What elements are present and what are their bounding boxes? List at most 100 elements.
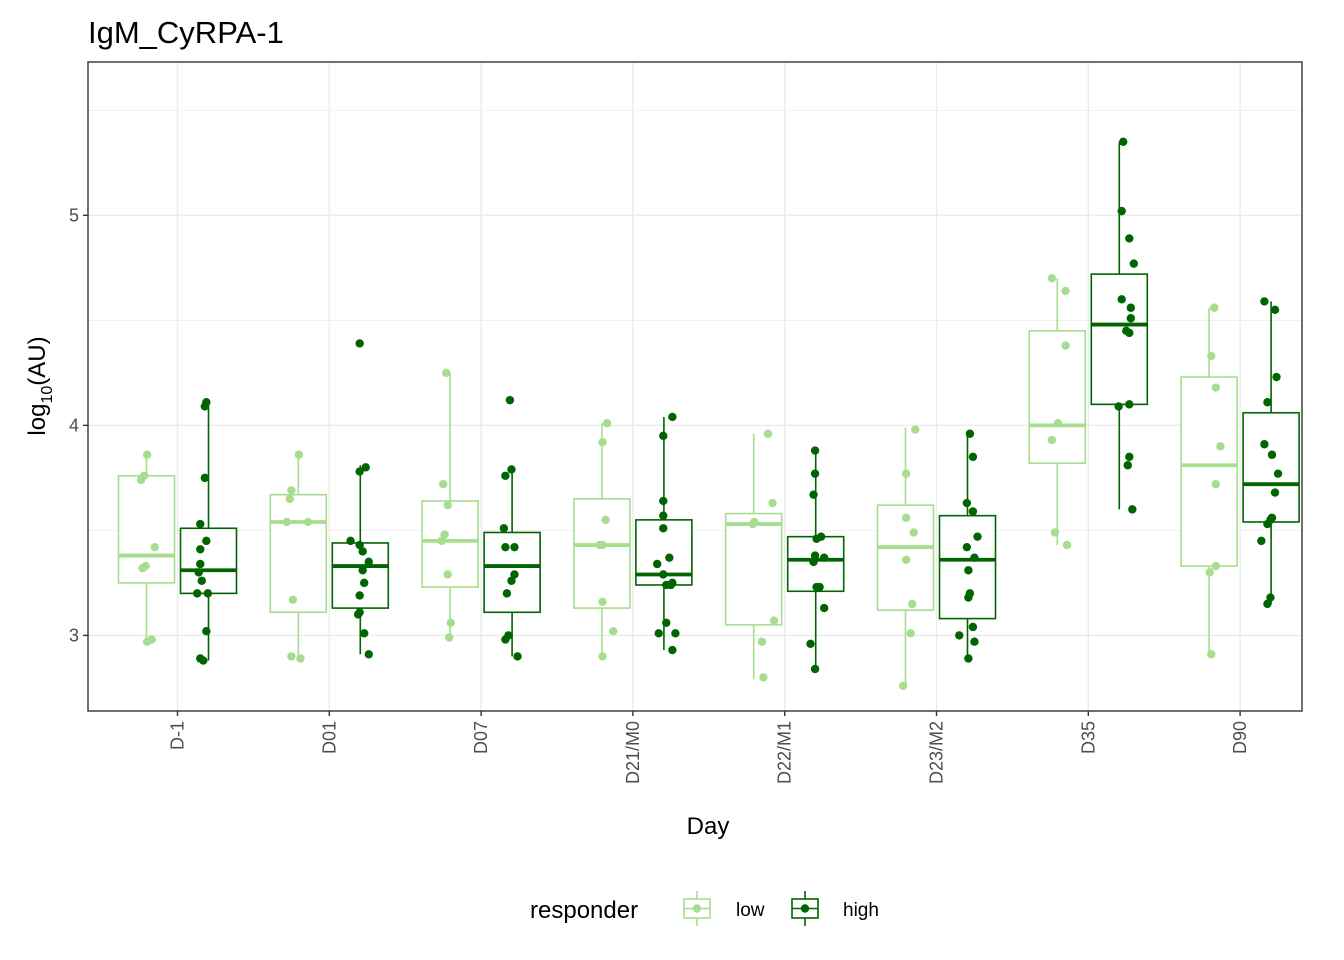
point-low (908, 599, 917, 609)
point-high (812, 534, 821, 543)
point-low (901, 513, 911, 522)
point-low (142, 450, 152, 459)
point-high (202, 626, 211, 636)
point-high (505, 395, 515, 405)
point-high (1114, 402, 1123, 411)
point-high (819, 603, 829, 613)
point-low (437, 536, 446, 546)
box-iqr (724, 512, 783, 626)
point-low (296, 654, 305, 663)
legend-key-low (683, 891, 711, 926)
box-low (269, 454, 328, 659)
x-tick-label: D21/M0 (623, 721, 643, 784)
legend-key-high-point (800, 904, 810, 913)
point-low (898, 681, 908, 690)
point-high (1128, 505, 1137, 514)
point-high (502, 589, 512, 598)
y-tick-label: 5 (69, 205, 79, 225)
point-low (438, 479, 448, 489)
point-low (287, 486, 296, 495)
point-low (1210, 303, 1219, 312)
y-tick-label: 4 (69, 415, 79, 435)
point-low (138, 563, 147, 573)
box-low (724, 433, 783, 680)
point-low (601, 515, 610, 525)
box-high (1090, 141, 1149, 510)
box-high (1242, 301, 1300, 604)
point-low (446, 618, 455, 627)
point-high (513, 652, 522, 661)
point-high (499, 524, 509, 533)
y-axis-title-main: log (24, 404, 51, 436)
point-low (1047, 274, 1057, 283)
y-tick-label: 3 (69, 625, 79, 645)
point-low (1207, 650, 1216, 659)
point-high (196, 519, 205, 529)
point-high (809, 557, 818, 567)
y-axis: 3 4 5 (69, 205, 88, 645)
point-low (768, 498, 777, 508)
point-high (654, 629, 663, 638)
point-low (608, 626, 618, 636)
point-low (750, 517, 759, 527)
point-high (1270, 305, 1280, 315)
point-low (288, 595, 298, 604)
point-high (355, 591, 364, 600)
box-iqr (1090, 273, 1149, 406)
series-high-points (193, 137, 1283, 674)
point-high (355, 467, 364, 476)
point-high (202, 536, 211, 546)
point-low (443, 570, 452, 579)
point-high (665, 553, 674, 562)
point-high (346, 536, 355, 546)
point-high (200, 402, 210, 411)
point-high (1272, 372, 1281, 382)
point-high (1117, 206, 1126, 216)
point-low (1211, 561, 1221, 571)
point-low (909, 528, 918, 537)
point-low (303, 517, 313, 527)
point-low (598, 437, 607, 447)
point-low (602, 419, 612, 428)
point-high (193, 589, 202, 598)
point-high (501, 471, 510, 480)
point-low (1050, 528, 1060, 537)
point-high (355, 339, 364, 348)
y-axis-title: log10(AU) (24, 336, 56, 435)
point-high (200, 473, 210, 483)
point-high (810, 551, 820, 560)
point-high (968, 622, 978, 632)
point-high (819, 553, 829, 562)
point-high (659, 524, 668, 533)
point-high (810, 664, 820, 674)
point-high (501, 542, 510, 552)
point-high (1126, 314, 1136, 323)
box-low (1180, 307, 1238, 655)
point-low (759, 673, 768, 682)
point-high (1263, 398, 1272, 407)
point-high (510, 570, 519, 579)
y-axis-title-subscript: 10 (39, 386, 56, 404)
x-tick-label: D22/M1 (775, 721, 795, 784)
point-low (1211, 383, 1221, 392)
point-high (360, 578, 369, 588)
point-low (1205, 568, 1214, 577)
point-high (968, 452, 978, 462)
legend-key-high (791, 891, 819, 926)
point-high (812, 582, 821, 592)
point-high (1266, 593, 1275, 602)
point-high (507, 465, 516, 474)
point-low (769, 616, 779, 625)
point-high (666, 580, 676, 590)
point-high (1263, 519, 1272, 529)
box-iqr (269, 493, 328, 614)
panel-border (87, 61, 1303, 712)
point-low (443, 500, 452, 510)
point-high (1260, 440, 1269, 449)
y-axis-title-tail: (AU) (24, 336, 51, 385)
point-high (968, 507, 978, 516)
box-low (1028, 278, 1087, 546)
point-high (970, 637, 979, 646)
point-high (1129, 259, 1139, 268)
